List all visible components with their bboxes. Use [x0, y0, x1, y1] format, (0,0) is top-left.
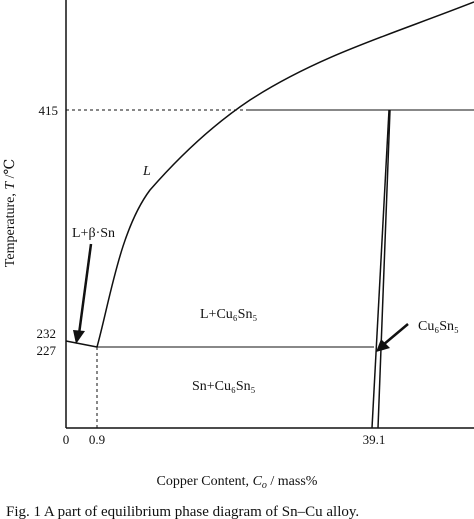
arrow-cu6sn5-shaft — [382, 323, 409, 346]
x-axis-title: Copper Content, Co / mass% — [157, 474, 318, 491]
y-axis-suffix: /℃ — [3, 159, 18, 182]
liquidus-tin-side — [65, 340, 98, 348]
y-axis-title: Temperature, T /℃ — [3, 159, 18, 267]
x-axis-suffix: / mass% — [267, 474, 318, 489]
y-tick-232: 232 — [37, 326, 57, 341]
x-axis-prefix: Copper Content, — [157, 474, 253, 489]
y-tick-227: 227 — [37, 343, 57, 358]
liquidus-curve — [96, 1, 474, 348]
arrow-cu6sn5-head — [376, 339, 390, 352]
phase-label-liquid-beta-sn: L+β·Sn — [72, 226, 115, 241]
phase-label-cu6sn5: Cu₆Sn₅ — [418, 319, 459, 334]
arrow-beta-sn-shaft — [77, 243, 93, 335]
x-tick-0: 0 — [63, 432, 70, 447]
cu6sn5-left-boundary — [371, 109, 390, 429]
arrow-beta-sn-head — [73, 330, 85, 344]
x-axis-symbol-sub: o — [262, 480, 267, 491]
y-tick-415: 415 — [39, 103, 59, 118]
figure-caption: Fig. 1 A part of equilibrium phase diagr… — [6, 504, 359, 519]
y-axis-symbol: T — [3, 181, 18, 190]
cu6sn5-right-boundary — [377, 109, 391, 429]
phase-label-sn-cu6sn5: Sn+Cu₆Sn₅ — [192, 379, 256, 394]
x-tick-39-1: 39.1 — [363, 432, 386, 447]
phase-label-liquid: L — [142, 164, 151, 179]
y-axis-prefix: Temperature, — [3, 190, 18, 268]
x-tick-0-9: 0.9 — [89, 432, 105, 447]
x-axis-symbol: C — [253, 474, 263, 489]
phase-label-liquid-cu6sn5: L+Cu₆Sn₅ — [200, 307, 257, 322]
